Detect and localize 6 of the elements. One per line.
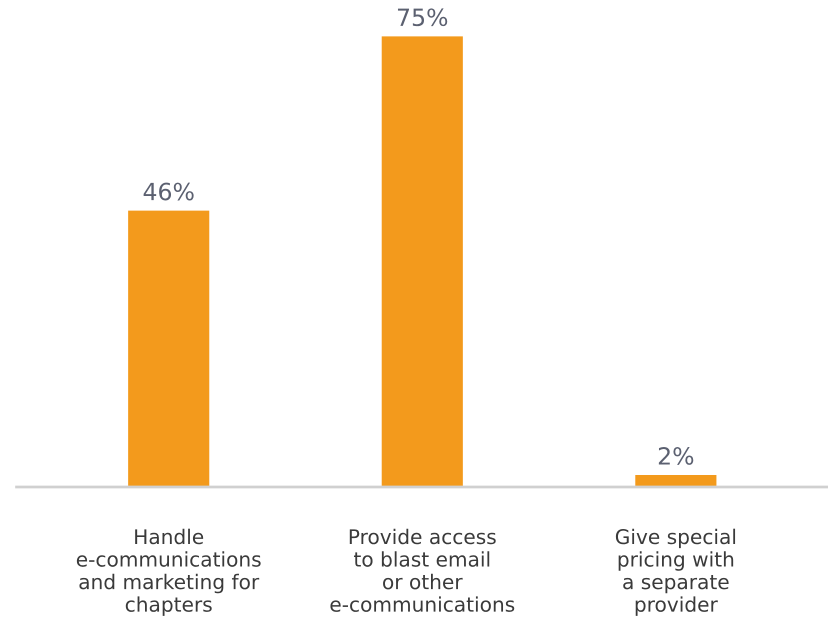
data-label: 75% bbox=[398, 8, 448, 26]
data-label: 2% bbox=[658, 447, 694, 465]
data-label: 46% bbox=[144, 182, 194, 200]
x-tick-label: Provide access to blast email or other e-communications bbox=[330, 528, 514, 612]
x-tick-label: Give special pricing with a separate provider bbox=[616, 528, 736, 616]
x-tick-label: Handle e-communications and marketing for chapters bbox=[76, 528, 261, 616]
